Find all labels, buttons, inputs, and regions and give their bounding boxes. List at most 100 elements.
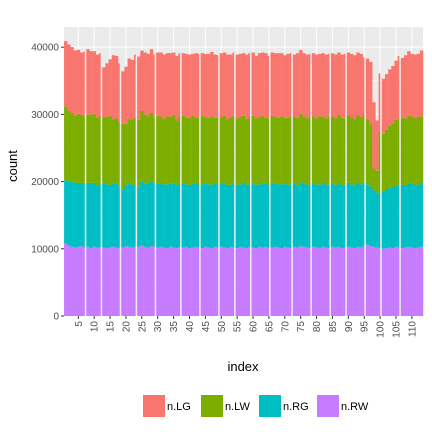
bar-segment-n.RG: [92, 182, 97, 247]
bar-segment-n.LW: [261, 115, 265, 184]
x-tick-label: 110: [407, 321, 418, 337]
bar-segment-n.LW: [130, 119, 135, 185]
bar-segment-n.LG: [353, 55, 357, 120]
bar-segment-n.RG: [64, 180, 68, 244]
bar-segment-n.RG: [187, 184, 192, 249]
bar-segment-n.LW: [140, 111, 144, 182]
bar-segment-n.RW: [365, 244, 370, 316]
bar-segment-n.LG: [238, 53, 243, 118]
x-tick-label: 70: [280, 321, 291, 333]
bar-segment-n.RW: [213, 246, 217, 316]
bar-segment-n.RW: [114, 247, 119, 316]
bar-segment-n.LG: [305, 54, 309, 119]
bar-segment-n.LG: [416, 53, 421, 118]
bar-segment-n.LG: [102, 67, 106, 118]
bar-segment-n.LW: [143, 114, 147, 184]
bar-segment-n.RG: [337, 182, 341, 247]
bar-segment-n.LW: [114, 118, 119, 184]
bar-segment-n.LW: [381, 133, 386, 192]
bar-segment-n.RG: [264, 183, 268, 247]
bar-segment-n.LG: [296, 53, 300, 118]
bar-segment-n.RG: [394, 184, 398, 247]
bar-segment-n.LG: [365, 58, 370, 120]
bar-segment-n.LW: [305, 118, 309, 185]
bar-segment-n.LG: [321, 53, 325, 117]
bar-segment-n.RG: [70, 181, 74, 247]
bar-segment-n.RG: [254, 184, 259, 249]
bar-segment-n.LW: [235, 118, 240, 185]
bar-segment-n.LW: [369, 124, 373, 187]
bar-segment-n.LG: [378, 73, 381, 132]
bar-segment-n.RW: [261, 247, 265, 316]
bar-segment-n.LW: [388, 125, 392, 188]
bar-segment-n.RW: [172, 247, 176, 316]
bar-segment-n.LG: [251, 52, 255, 116]
bar-segment-n.LW: [175, 120, 179, 186]
bar-segment-n.LG: [203, 53, 208, 118]
bar-segment-n.RG: [67, 181, 71, 246]
bar-segment-n.RW: [121, 247, 125, 316]
bar-segment-n.RG: [114, 183, 119, 248]
bar-segment-n.LW: [248, 117, 250, 185]
bar-segment-n.RW: [238, 246, 243, 316]
bar-segment-n.LG: [318, 53, 322, 117]
bar-segment-n.RG: [270, 183, 274, 248]
x-tick-label: 10: [90, 321, 101, 333]
x-axis-title: index: [227, 359, 259, 374]
bar-segment-n.RW: [267, 248, 270, 316]
bar-segment-n.RG: [321, 183, 325, 247]
bar-segment-n.RW: [270, 247, 274, 316]
bar-segment-n.RG: [407, 183, 411, 247]
legend-label-n.LG: n.LG: [167, 401, 191, 413]
bar-segment-n.RW: [105, 248, 109, 316]
bar-segment-n.RG: [127, 183, 131, 247]
bar-segment-n.LW: [121, 123, 125, 190]
bar-segment-n.LG: [289, 53, 292, 117]
bar-segment-n.LG: [162, 54, 166, 120]
bar-segment-n.LW: [365, 119, 370, 185]
bar-segment-n.RW: [397, 247, 400, 316]
bar-segment-n.RW: [178, 246, 181, 316]
bar-segment-n.RG: [299, 182, 303, 247]
bar-segment-n.LG: [394, 60, 398, 120]
bar-segment-n.LG: [178, 53, 181, 117]
bar-segment-n.LG: [118, 63, 120, 123]
bar-segment-n.LG: [254, 55, 259, 119]
bar-segment-n.RW: [79, 246, 84, 316]
bar-segment-n.RG: [191, 183, 195, 248]
bar-segment-n.LW: [159, 116, 163, 184]
bar-segment-n.LG: [86, 49, 90, 115]
bar-segment-n.RW: [245, 248, 249, 316]
bar-segment-n.LW: [413, 118, 417, 185]
y-tick-label: 10000: [31, 244, 59, 255]
bar-segment-n.LG: [276, 53, 281, 118]
bar-segment-n.RG: [397, 184, 400, 248]
bar-segment-n.LW: [184, 117, 189, 185]
bar-segment-n.RG: [400, 184, 405, 249]
bar-segment-n.RW: [315, 247, 319, 316]
bar-segment-n.LG: [108, 59, 112, 116]
bar-segment-n.LW: [356, 115, 360, 183]
bar-segment-n.RW: [153, 246, 155, 316]
bar-segment-n.RW: [203, 246, 208, 316]
bar-segment-n.RW: [299, 246, 303, 316]
bar-segment-n.LW: [200, 115, 205, 185]
bar-segment-n.LG: [404, 55, 408, 119]
bar-segment-n.LW: [251, 115, 255, 184]
bar-segment-n.LG: [337, 52, 341, 116]
bar-segment-n.RG: [149, 181, 154, 247]
bar-segment-n.RG: [369, 186, 373, 247]
bar-segment-n.RG: [334, 184, 338, 248]
bar-segment-n.LW: [108, 115, 112, 185]
bar-segment-n.RW: [254, 248, 259, 316]
bar-segment-n.RW: [86, 246, 90, 316]
bar-segment-n.RG: [232, 183, 235, 248]
bar-segment-n.LW: [362, 113, 365, 183]
bar-segment-n.RW: [210, 248, 214, 316]
bar-segment-n.LG: [375, 120, 379, 171]
bar-segment-n.LG: [73, 50, 77, 116]
bar-segment-n.LG: [153, 54, 155, 118]
bar-segment-n.LW: [276, 117, 281, 185]
bar-segment-n.RW: [330, 246, 335, 316]
bar-segment-n.RW: [162, 247, 166, 316]
